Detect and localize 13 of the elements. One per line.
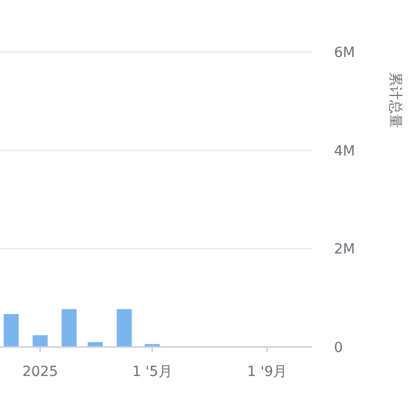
y-tick-label: 6M: [334, 45, 355, 61]
y-tick-label: 2M: [334, 242, 355, 258]
y-tick-label: 0: [334, 340, 343, 356]
x-tick-label: 2025: [22, 364, 58, 380]
bar: [4, 314, 19, 347]
y-tick-label: 4M: [334, 143, 355, 160]
bar: [32, 335, 48, 347]
bar: [116, 309, 132, 347]
bar: [88, 342, 103, 347]
x-tick-label: 1 '5月: [132, 364, 172, 380]
bar: [62, 309, 77, 347]
x-tick-label: 1 '9月: [247, 364, 288, 380]
y-axis-title: 累计总量: [387, 72, 403, 128]
